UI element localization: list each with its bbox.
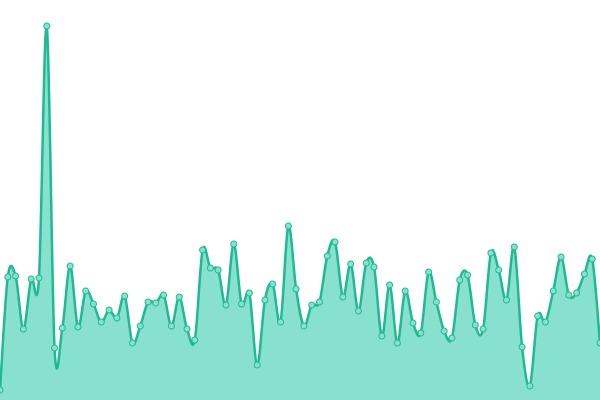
data-point [0,386,4,394]
data-point [160,291,168,299]
data-point [308,301,316,309]
data-point [596,339,600,347]
data-point [105,306,113,314]
data-point [167,322,175,330]
data-point [456,276,464,284]
data-point [74,323,82,331]
data-point [487,249,495,257]
data-point [510,243,518,251]
data-point [331,238,339,246]
data-point [440,327,448,335]
data-point [121,292,129,300]
data-point [230,240,238,248]
data-point [409,319,417,327]
data-point [12,272,20,280]
data-point [347,260,355,268]
data-point [339,293,347,301]
data-point [471,321,479,329]
data-point [417,329,425,337]
data-point [58,324,66,332]
data-point [245,289,253,297]
data-point [393,339,401,347]
data-point [51,344,59,352]
data-point [269,280,277,288]
data-point [191,336,199,344]
data-point [549,287,557,295]
data-point [323,252,331,260]
data-point [315,298,323,306]
data-point [378,332,386,340]
data-point [66,262,74,270]
data-point [580,270,588,278]
data-point [113,314,121,322]
data-point [565,291,573,299]
data-point [495,266,503,274]
data-point [253,361,261,369]
data-point [464,271,472,279]
data-point [448,334,456,342]
data-point [588,255,596,263]
data-point [534,312,542,320]
data-point [518,343,526,351]
data-point [206,264,214,272]
data-point [362,259,370,267]
data-point [557,253,565,261]
data-point [401,287,409,295]
data-point [526,382,534,390]
data-point [370,263,378,271]
data-point [277,318,285,326]
data-point [479,325,487,333]
area-fill [0,25,600,400]
data-point [541,318,549,326]
data-point [175,293,183,301]
data-point [97,318,105,326]
data-point [128,339,136,347]
data-point [284,222,292,230]
data-point [199,246,207,254]
data-point [386,281,394,289]
data-point [354,307,362,315]
data-point [4,273,12,281]
data-point [425,268,433,276]
data-point [222,301,230,309]
data-point [573,289,581,297]
data-point [152,299,160,307]
data-point [35,274,43,282]
data-point [214,266,222,274]
data-point [144,298,152,306]
data-point [261,296,269,304]
data-point [238,300,246,308]
data-point [43,22,51,30]
data-point [90,300,98,308]
data-point [27,275,35,283]
data-point [82,287,90,295]
data-point [502,296,510,304]
data-point [292,285,300,293]
data-point [432,298,440,306]
data-point [136,322,144,330]
data-point [300,322,308,330]
data-point [19,325,27,333]
data-point [183,325,191,333]
